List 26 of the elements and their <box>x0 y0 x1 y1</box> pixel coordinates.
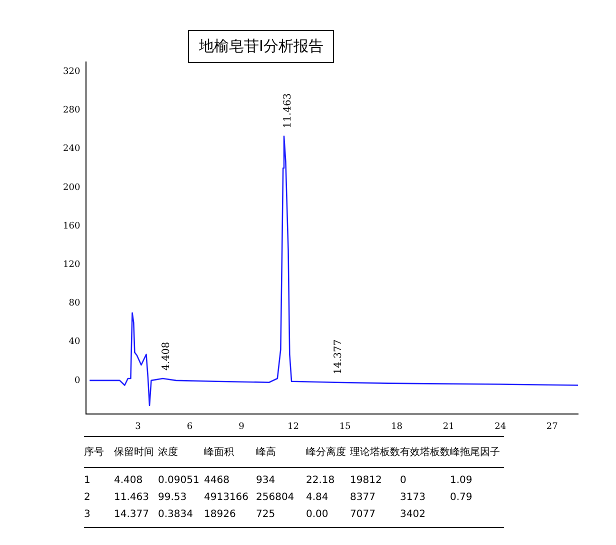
text: 3 14.377 0.3834 18926 725 0.00 7077 3402 <box>84 509 426 520</box>
annotation: 14.377 <box>332 339 344 374</box>
annotation: 11.463 <box>282 93 294 128</box>
y-tick-label: 200 <box>62 182 80 193</box>
x-tick-label: 6 <box>186 422 193 432</box>
y-tick-label: 160 <box>62 221 80 232</box>
x-tick-label: 21 <box>442 422 454 432</box>
y-tick-label: 280 <box>62 106 80 116</box>
x-tick-label: 18 <box>391 422 403 432</box>
text: 1 4.408 0.09051 4468 934 22.18 19812 0 1.09 <box>84 475 472 486</box>
y-tick-label: 320 <box>62 66 80 77</box>
x-tick-label: 24 <box>494 422 506 432</box>
y-tick-label: 80 <box>68 298 80 309</box>
text: 2 11.463 99.53 4913166 256804 4.84 8377 3173 0.79 <box>84 492 472 503</box>
x-tick-label: 27 <box>546 422 558 432</box>
x-tick-label: 9 <box>238 422 245 432</box>
y-tick-label: 0 <box>74 376 80 386</box>
x-tick-label: 3 <box>135 422 142 432</box>
y-tick-label: 120 <box>62 260 80 270</box>
y-tick-label: 240 <box>62 144 80 154</box>
annotation: 4.408 <box>160 342 172 370</box>
text: 序号 保留时间 浓度 峰面积 峰高 峰分离度 理论塔板数有效塔板数峰拖尾因子 <box>84 447 500 458</box>
x-tick-label: 12 <box>288 422 299 432</box>
x-tick-label: 15 <box>339 422 352 432</box>
chart-title: 地榆皂苷Ⅰ分析报告 <box>188 30 334 63</box>
y-tick-label: 40 <box>68 337 80 348</box>
